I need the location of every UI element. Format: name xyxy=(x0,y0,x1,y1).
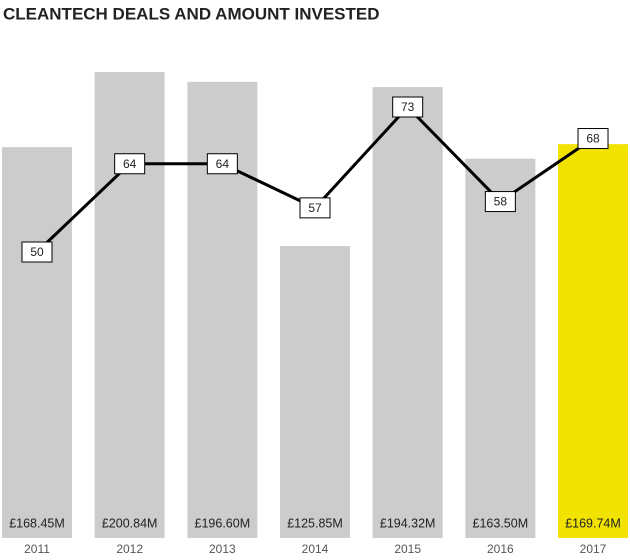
bar-value-label: £125.85M xyxy=(287,516,343,530)
x-tick-label: 2012 xyxy=(116,542,143,556)
bar xyxy=(187,81,258,538)
label-box xyxy=(577,128,609,150)
line-value-label: 73 xyxy=(401,100,415,114)
bar-value-label: £168.45M xyxy=(9,516,65,530)
line-value-label: 58 xyxy=(494,195,508,209)
bar-value-label: £200.84M xyxy=(102,516,158,530)
bar xyxy=(2,147,72,538)
x-tick-label: 2015 xyxy=(394,542,421,556)
line-value-label: 50 xyxy=(30,245,44,259)
line-value-label: 64 xyxy=(123,157,137,171)
label-box xyxy=(392,96,424,118)
label-box xyxy=(484,191,516,213)
label-box xyxy=(299,197,331,219)
x-tick-label: 2014 xyxy=(302,542,329,556)
x-tick-label: 2016 xyxy=(487,542,514,556)
bar xyxy=(465,158,536,539)
bar xyxy=(558,144,629,539)
bar-value-label: £196.60M xyxy=(195,516,251,530)
label-box xyxy=(206,153,238,175)
bar xyxy=(372,87,443,539)
label-box xyxy=(114,153,146,175)
bar xyxy=(94,72,165,538)
x-tick-label: 2011 xyxy=(24,542,50,556)
bar-value-label: £194.32M xyxy=(380,516,436,530)
line-value-label: 57 xyxy=(308,201,322,215)
bar-value-label: £163.50M xyxy=(473,516,529,530)
x-tick-label: 2013 xyxy=(209,542,236,556)
x-tick-label: 2017 xyxy=(580,542,607,556)
bar xyxy=(280,245,351,538)
bar-value-label: £169.74M xyxy=(565,516,621,530)
label-box xyxy=(21,241,53,263)
line-value-label: 68 xyxy=(586,132,600,146)
chart-title: CLEANTECH DEALS AND AMOUNT INVESTED xyxy=(3,4,380,23)
line-value-label: 64 xyxy=(216,157,230,171)
